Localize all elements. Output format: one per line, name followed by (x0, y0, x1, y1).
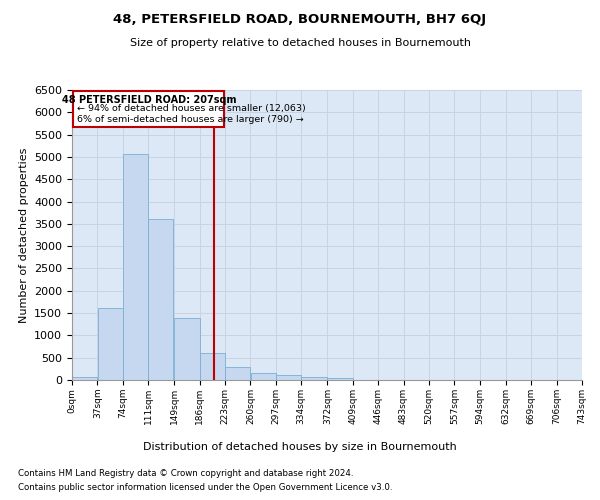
Bar (98, 308, 122, 380)
Y-axis label: Number of detached properties: Number of detached properties (19, 148, 29, 322)
Bar (225, 366, 250, 380)
Text: Contains public sector information licensed under the Open Government Licence v3: Contains public sector information licen… (18, 484, 392, 492)
Bar (276, 375, 301, 380)
Bar (175, 318, 200, 380)
Text: Contains HM Land Registry data © Crown copyright and database right 2024.: Contains HM Land Registry data © Crown c… (18, 468, 353, 477)
Bar (200, 353, 225, 380)
Text: 48 PETERSFIELD ROAD: 207sqm: 48 PETERSFIELD ROAD: 207sqm (62, 94, 236, 104)
FancyBboxPatch shape (73, 91, 224, 126)
Text: ← 94% of detached houses are smaller (12,063): ← 94% of detached houses are smaller (12… (77, 104, 305, 113)
Bar (123, 154, 148, 380)
Bar (72, 376, 97, 380)
Bar (251, 374, 276, 380)
Bar (328, 378, 353, 380)
Bar (148, 220, 173, 380)
Bar (301, 376, 326, 380)
Text: 6% of semi-detached houses are larger (790) →: 6% of semi-detached houses are larger (7… (77, 114, 304, 124)
Text: Distribution of detached houses by size in Bournemouth: Distribution of detached houses by size … (143, 442, 457, 452)
Text: Size of property relative to detached houses in Bournemouth: Size of property relative to detached ho… (130, 38, 470, 48)
Text: 48, PETERSFIELD ROAD, BOURNEMOUTH, BH7 6QJ: 48, PETERSFIELD ROAD, BOURNEMOUTH, BH7 6… (113, 12, 487, 26)
